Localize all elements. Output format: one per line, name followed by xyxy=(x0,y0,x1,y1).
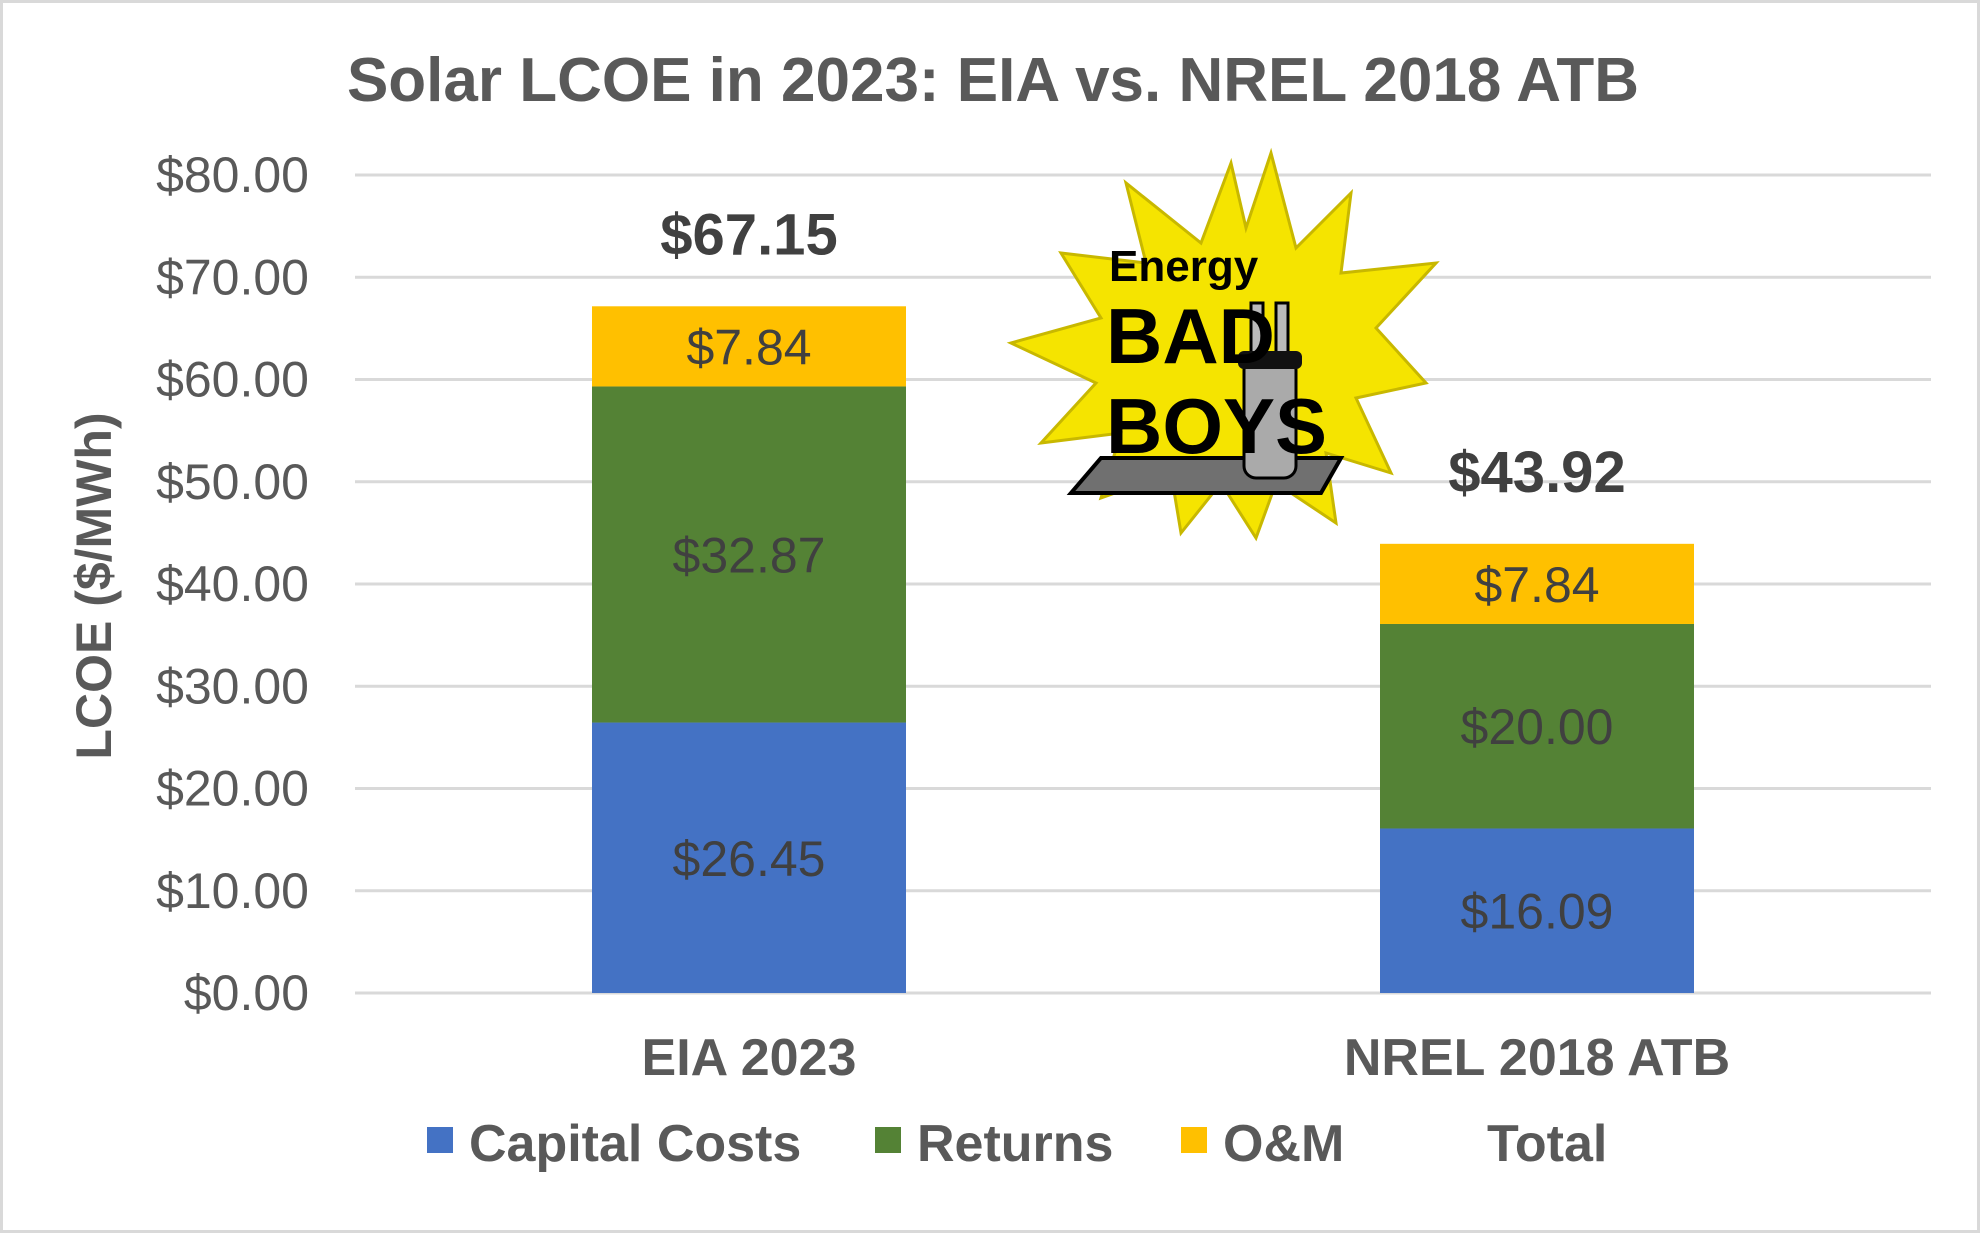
y-tick-label: $10.00 xyxy=(156,863,309,919)
bar-returns-0 xyxy=(592,386,906,723)
energy-bad-boys-logo: Energy BAD BOYS xyxy=(1006,147,1440,542)
segment-value-label: $7.84 xyxy=(1474,557,1599,613)
logo-text-energy: Energy xyxy=(1109,242,1259,291)
legend-label: Capital Costs xyxy=(469,1115,801,1173)
legend-swatch-returns xyxy=(875,1127,901,1153)
bar-o-m-0 xyxy=(592,306,906,387)
bar-returns-1 xyxy=(1380,623,1694,829)
y-tick-label: $60.00 xyxy=(156,352,309,408)
y-tick-label: $30.00 xyxy=(156,658,309,714)
y-tick-label: $40.00 xyxy=(156,556,309,612)
logo-sunglasses xyxy=(1238,351,1302,369)
bar-o-m-1 xyxy=(1380,543,1694,624)
legend-label: Total xyxy=(1487,1115,1607,1173)
legend: Capital Costs Returns O&M Total xyxy=(427,1115,1607,1173)
logo-text-bad: BAD xyxy=(1106,292,1275,380)
bar-capital-costs-0 xyxy=(592,722,906,993)
total-value-label: $67.15 xyxy=(660,202,837,267)
x-category-label: EIA 2023 xyxy=(642,1029,857,1087)
segment-value-label: $16.09 xyxy=(1461,884,1614,940)
total-labels: $67.15 $43.92 xyxy=(660,202,1625,505)
legend-swatch-capital-costs xyxy=(427,1127,453,1153)
logo-text-boys: BOYS xyxy=(1106,382,1327,470)
segment-value-label: $26.45 xyxy=(673,831,826,887)
x-axis-categories: EIA 2023 NREL 2018 ATB xyxy=(642,1029,1731,1087)
y-tick-label: $80.00 xyxy=(156,147,309,203)
y-tick-label: $70.00 xyxy=(156,249,309,305)
stacked-bar-chart: Solar LCOE in 2023: EIA vs. NREL 2018 AT… xyxy=(66,46,1931,1173)
segment-value-label: $7.84 xyxy=(686,319,811,375)
bars xyxy=(592,306,1694,993)
x-category-label: NREL 2018 ATB xyxy=(1344,1029,1730,1087)
chart-title: Solar LCOE in 2023: EIA vs. NREL 2018 AT… xyxy=(347,46,1639,115)
legend-swatch-o-m xyxy=(1181,1127,1207,1153)
logo-starburst xyxy=(1006,147,1440,542)
segment-value-label: $32.87 xyxy=(673,528,826,584)
legend-label: Returns xyxy=(917,1115,1113,1173)
y-tick-label: $0.00 xyxy=(184,965,309,1021)
y-tick-label: $20.00 xyxy=(156,761,309,817)
y-axis-ticks: $0.00 $10.00 $20.00 $30.00 $40.00 $50.00 $60.0… xyxy=(156,147,309,1021)
legend-label: O&M xyxy=(1223,1115,1344,1173)
y-tick-label: $50.00 xyxy=(156,454,309,510)
segment-value-label: $20.00 xyxy=(1461,699,1614,755)
segment-labels: $26.45 $32.87 $7.84 $16.09 $20.00 $7.84 xyxy=(673,319,1614,939)
bar-capital-costs-1 xyxy=(1380,828,1694,993)
y-axis-label: LCOE ($/MWh) xyxy=(66,412,122,759)
total-value-label: $43.92 xyxy=(1448,440,1625,505)
